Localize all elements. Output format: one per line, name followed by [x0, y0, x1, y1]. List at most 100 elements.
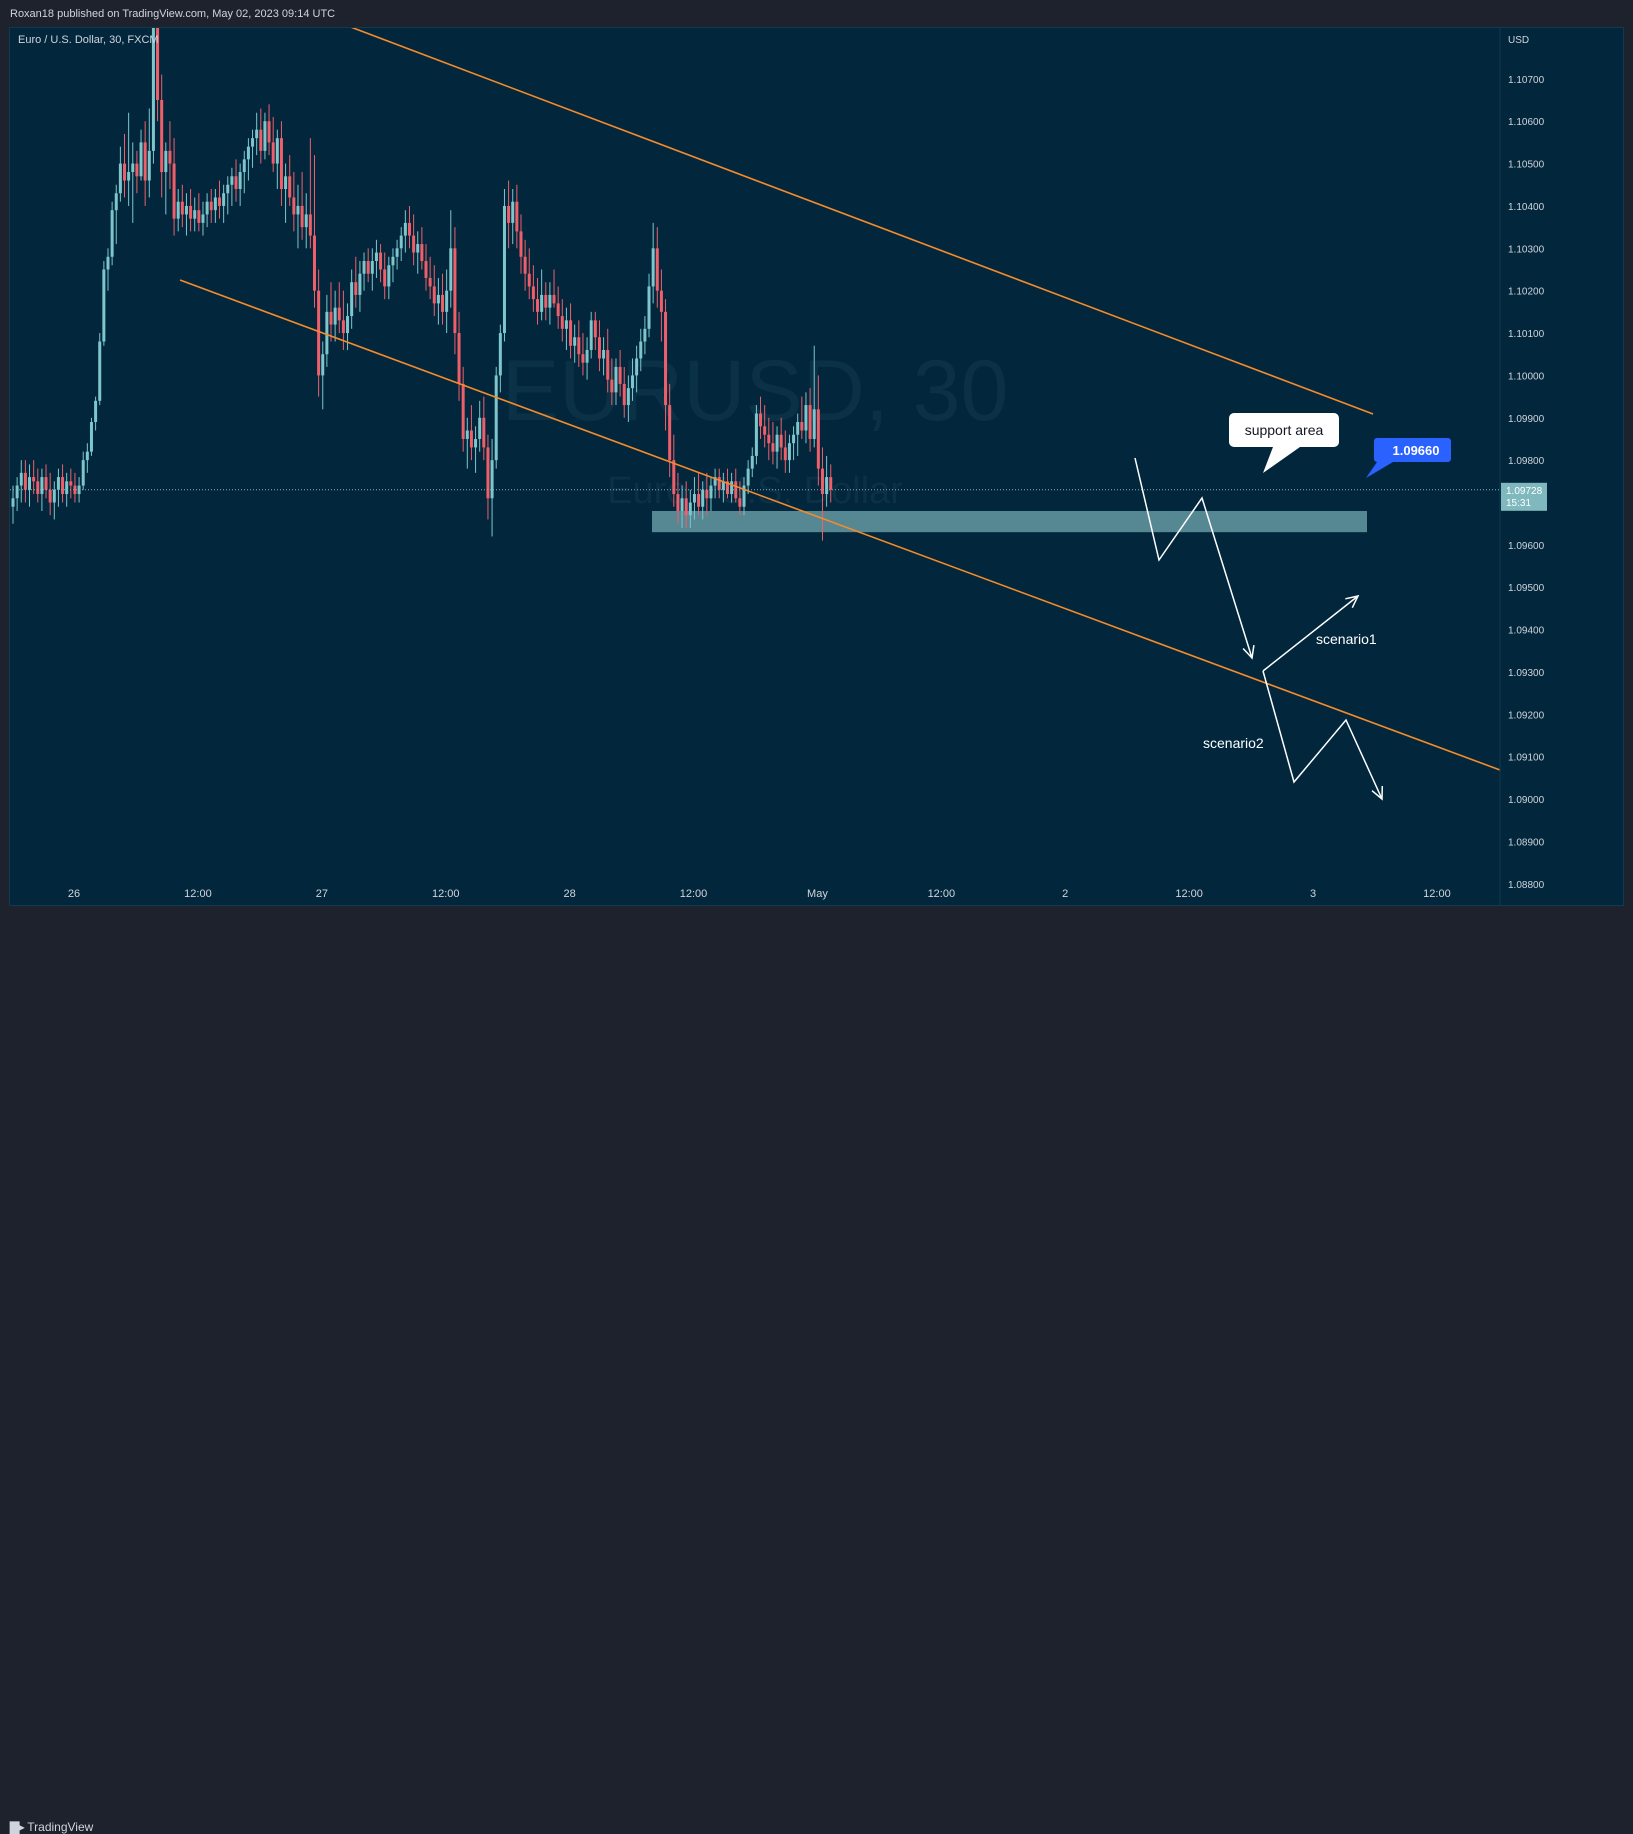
candle-body: [15, 485, 19, 499]
price-axis: 1.10700 1.10600 1.10500 1.10400 1.10300 1.102…: [1499, 28, 1545, 905]
candle-body: [267, 121, 271, 143]
candle-body: [796, 422, 800, 435]
candle-body: [523, 256, 527, 274]
candle-body: [197, 210, 201, 223]
candle-body: [659, 290, 663, 312]
candle-body: [622, 383, 626, 406]
candle-body: [614, 366, 618, 393]
candle-body: [242, 159, 246, 173]
scenario2-arrow: [1262, 670, 1383, 800]
candle-body: [106, 256, 110, 270]
candle-body: [713, 477, 717, 486]
candle-body: [560, 316, 564, 329]
candle-body: [23, 472, 27, 490]
scenario-main-arrow-arrowhead: [1242, 645, 1255, 660]
time-tick-label: 12:00: [432, 888, 460, 900]
currency-label: USD: [1508, 35, 1529, 46]
last-price-box: [1501, 482, 1547, 511]
candle-body: [94, 400, 98, 423]
scenario2-arrow-arrowhead: [1371, 785, 1384, 801]
candle-body: [271, 142, 275, 164]
price-chart[interactable]: EURUSD, 30 Euro / U.S. Dollar 1.107001.1…: [10, 11, 1623, 905]
candle-body: [407, 222, 411, 236]
candle-body: [717, 477, 721, 490]
candle-body: [366, 261, 370, 274]
candle-body: [259, 129, 263, 151]
candle-body: [577, 337, 581, 355]
candle-body: [432, 286, 436, 304]
candle-body: [610, 379, 614, 393]
candle-body: [246, 146, 250, 160]
scenario1-label: scenario1: [1316, 631, 1377, 647]
price-tick-label: 1.10500: [1508, 160, 1545, 171]
price-label-flag[interactable]: 1.09660: [1366, 438, 1451, 478]
candle-body: [296, 205, 300, 215]
candle-body: [767, 434, 771, 444]
candle-body: [771, 443, 775, 452]
price-label-value: 1.09660: [1393, 443, 1440, 458]
candle-body: [114, 193, 118, 211]
price-tick-label: 1.10100: [1508, 329, 1545, 340]
support-zone-layer: [652, 510, 1367, 533]
candle-body: [189, 205, 193, 219]
candle-body: [251, 138, 255, 147]
candle-body: [498, 333, 502, 376]
candle-body: [618, 366, 622, 384]
candle-body: [135, 163, 139, 177]
candle-body: [56, 477, 60, 490]
price-tick-label: 1.09800: [1508, 456, 1545, 467]
candle-body: [647, 286, 651, 329]
chart-area[interactable]: EURUSD, 30 Euro / U.S. Dollar 1.10700 1.1…: [9, 11, 1624, 906]
candle-body: [61, 477, 65, 495]
candle-body: [127, 172, 131, 181]
candle-body: [825, 477, 829, 495]
candle-body: [143, 142, 147, 181]
candle-body: [564, 320, 568, 329]
candle-body: [387, 265, 391, 287]
candle-body: [763, 426, 767, 435]
support-zone: [652, 510, 1367, 533]
candle-body: [304, 214, 308, 228]
candle-body: [123, 163, 127, 181]
candle-body: [44, 477, 48, 490]
candle-body: [102, 269, 106, 342]
tradingview-logo[interactable]: ▇▸ TradingView: [10, 1820, 93, 1834]
time-tick-label: 27: [316, 888, 328, 900]
tradingview-logo-icon: ▇▸: [10, 1820, 24, 1834]
scenario-drawings: [1134, 457, 1384, 801]
candle-body: [589, 320, 593, 350]
candle-body: [32, 477, 36, 482]
candle-body: [820, 468, 824, 495]
price-tick-label: 1.10700: [1508, 75, 1545, 86]
candle-body: [639, 341, 643, 359]
candle-body: [346, 316, 350, 334]
channel-lower-line: [179, 279, 1501, 771]
candle-body: [48, 489, 52, 503]
candle-body: [160, 100, 164, 173]
candle-body: [370, 261, 374, 274]
publish-bar: Roxan18 published on TradingView.com, Ma…: [0, 0, 1633, 28]
candle-body: [692, 494, 696, 503]
candle-body: [593, 320, 597, 338]
candle-body: [453, 248, 457, 334]
candle-body: [65, 481, 69, 495]
candle-body: [358, 273, 362, 295]
price-tick-label: 1.08900: [1508, 837, 1545, 848]
candle-body: [474, 438, 478, 448]
candle-body: [300, 205, 304, 228]
price-tick-label: 1.09900: [1508, 414, 1545, 425]
candle-body: [626, 388, 630, 406]
candle-body: [486, 447, 490, 499]
support-callout[interactable]: support area: [1229, 413, 1339, 473]
candle-body: [156, 28, 160, 101]
scenario1-arrow: [1262, 595, 1359, 672]
candle-body: [552, 294, 556, 304]
candle-body: [734, 481, 738, 499]
candle-body: [350, 282, 354, 317]
candle-body: [730, 481, 734, 495]
candle-body: [441, 294, 445, 312]
candle-body: [428, 277, 432, 287]
candle-body: [362, 261, 366, 274]
candle-body: [52, 489, 56, 503]
chart-title: Euro / U.S. Dollar, 30, FXCM: [18, 34, 159, 46]
